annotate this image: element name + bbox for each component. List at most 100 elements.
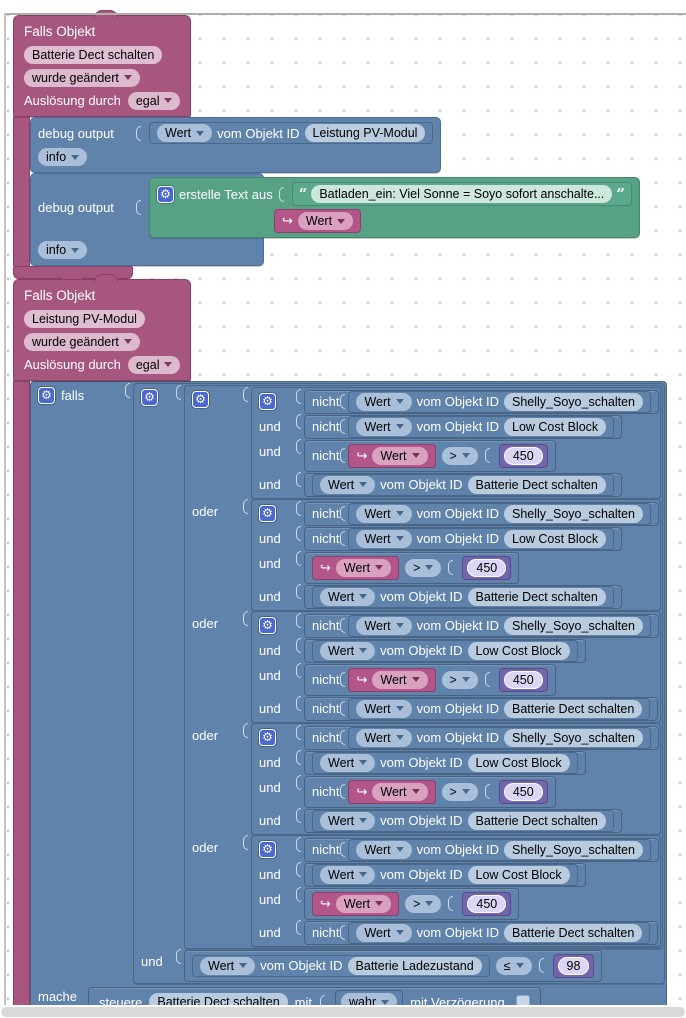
change-type-dropdown[interactable]: wurde geändert xyxy=(24,332,140,351)
object-id-field[interactable]: Low Cost Block xyxy=(467,753,570,772)
gear-icon[interactable]: ⚙ xyxy=(192,391,209,408)
object-id-field[interactable]: Batterie Dect schalten xyxy=(504,699,643,718)
horizontal-scrollbar[interactable] xyxy=(0,1005,686,1018)
gear-icon[interactable]: ⚙ xyxy=(259,617,276,634)
trigger-block-leistung[interactable]: Falls Objekt Leistung PV-Modul wurde geä… xyxy=(13,274,667,1018)
debug-output-block-2[interactable]: debug output ⚙ erstelle Text aus xyxy=(30,173,641,266)
condition-block[interactable]: nicht Wert vom Objekt ID Low Cost Block xyxy=(304,414,623,439)
object-value-block[interactable]: Wert vom Objekt ID Batterie Dect schalten xyxy=(312,473,614,496)
object-value-block[interactable]: Wert vom Objekt ID Low Cost Block xyxy=(312,863,578,886)
object-value-block[interactable]: Wert vom Objekt ID Shelly_Soyo_schalten xyxy=(348,726,651,749)
compare-block[interactable]: ↪ Wert >450 xyxy=(348,667,548,692)
condition-block[interactable]: nicht ↪ Wert >450 xyxy=(304,439,556,472)
operator-dropdown[interactable]: > xyxy=(441,670,478,689)
condition-block[interactable]: Wert vom Objekt ID Low Cost Block xyxy=(304,750,586,775)
bound-value-block[interactable]: ↪ Wert xyxy=(274,209,362,233)
number-block[interactable]: 450 xyxy=(498,779,548,804)
value-type-dropdown[interactable]: Wert xyxy=(356,840,412,859)
value-type-dropdown[interactable]: Wert xyxy=(372,446,428,465)
value-type-dropdown[interactable]: Wert xyxy=(320,475,376,494)
debug-output-block-1[interactable]: debug output Wert vom Objekt ID Leistung… xyxy=(30,117,442,173)
condition-block[interactable]: Wert vom Objekt ID Batterie Dect schalten xyxy=(304,472,622,497)
object-id-field[interactable]: Shelly_Soyo_schalten xyxy=(504,616,643,635)
gear-icon[interactable]: ⚙ xyxy=(38,387,55,404)
number-block[interactable]: 450 xyxy=(498,443,548,468)
object-id-field[interactable]: Leistung PV-Modul xyxy=(304,124,426,142)
object-id-field[interactable]: Low Cost Block xyxy=(467,641,570,660)
compare-block[interactable]: ↪ Wert >450 xyxy=(348,779,548,804)
value-type-dropdown[interactable]: Wert xyxy=(356,728,412,747)
object-id-field[interactable]: Shelly_Soyo_schalten xyxy=(504,392,643,411)
value-type-dropdown[interactable]: Wert xyxy=(356,923,412,942)
trigger-block-batterie[interactable]: Falls Objekt Batterie Dect schalten wurd… xyxy=(13,10,641,285)
number-block[interactable]: 450 xyxy=(462,555,512,580)
condition-block[interactable]: nicht Wert vom Objekt ID Shelly_Soyo_schalt… xyxy=(304,837,659,862)
object-value-block[interactable]: Wert vom Objekt ID Shelly_Soyo_schalten xyxy=(348,838,651,861)
number-field[interactable]: 450 xyxy=(467,558,507,577)
and-group-block[interactable]: ⚙ nicht Wert vom Objekt ID Shelly_Soyo_schal… xyxy=(251,499,661,611)
object-id-field[interactable]: Low Cost Block xyxy=(504,529,607,548)
trigger-by-dropdown[interactable]: egal xyxy=(127,355,181,374)
number-field[interactable]: 450 xyxy=(503,670,543,689)
condition-block[interactable]: nicht Wert vom Objekt ID Shelly_Soyo_schalt… xyxy=(304,389,659,414)
value-type-dropdown[interactable]: Wert xyxy=(372,782,428,801)
object-value-block[interactable]: Wert vom Objekt ID Low Cost Block xyxy=(348,415,615,438)
change-type-dropdown[interactable]: wurde geändert xyxy=(24,68,140,87)
compare-block[interactable]: ↪ Wert >450 xyxy=(312,891,512,916)
bound-value-block[interactable]: ↪ Wert xyxy=(348,667,436,692)
condition-block[interactable]: nicht ↪ Wert >450 xyxy=(304,775,556,808)
object-value-block[interactable]: Wert vom Objekt ID Leistung PV-Modul xyxy=(149,122,434,144)
and-group-block[interactable]: ⚙ nicht Wert vom Objekt ID Shelly_Soyo_schal… xyxy=(251,387,661,499)
value-type-dropdown[interactable]: Wert xyxy=(320,753,376,772)
and-group-block[interactable]: ⚙ nicht Wert vom Objekt ID Shelly_Soyo_schal… xyxy=(251,723,661,835)
operator-dropdown[interactable]: > xyxy=(441,446,478,465)
number-block[interactable]: 450 xyxy=(498,667,548,692)
condition-block[interactable]: nicht Wert vom Objekt ID Shelly_Soyo_schalt… xyxy=(304,725,659,750)
value-type-dropdown[interactable]: Wert xyxy=(200,956,256,975)
object-value-block[interactable]: Wert vom Objekt ID Batterie Dect schalten xyxy=(348,921,651,944)
bound-value-block[interactable]: ↪ Wert xyxy=(348,443,436,468)
object-id-field[interactable]: Batterie Dect schalten xyxy=(24,45,163,64)
value-type-dropdown[interactable]: Wert xyxy=(356,392,412,411)
gear-icon[interactable]: ⚙ xyxy=(259,393,276,410)
bound-value-block[interactable]: ↪ Wert xyxy=(312,555,400,580)
trigger-header[interactable]: Falls Objekt Batterie Dect schalten wurd… xyxy=(13,10,192,117)
object-value-block[interactable]: Wert vom Objekt ID Batterie Dect schalten xyxy=(312,585,614,608)
object-value-block[interactable]: Wert vom Objekt ID Shelly_Soyo_schalten xyxy=(348,390,651,413)
object-id-field[interactable]: Shelly_Soyo_schalten xyxy=(504,840,643,859)
number-block[interactable]: 450 xyxy=(462,891,512,916)
condition-block[interactable]: ↪ Wert >450 xyxy=(304,551,520,584)
value-type-dropdown[interactable]: Wert xyxy=(335,558,392,577)
condition-block[interactable]: Wert vom Objekt ID Batterie Dect schalten xyxy=(304,584,622,609)
value-type-dropdown[interactable]: Wert xyxy=(157,124,213,142)
condition-block[interactable]: nicht Wert vom Objekt ID Batterie Dect scha… xyxy=(304,696,659,721)
value-type-dropdown[interactable]: Wert xyxy=(320,587,376,606)
object-id-field[interactable]: Batterie Dect schalten xyxy=(504,923,643,942)
object-value-block[interactable]: Wert vom Objekt ID Shelly_Soyo_schalten xyxy=(348,502,651,525)
condition-block[interactable]: nicht Wert vom Objekt ID Low Cost Block xyxy=(304,526,623,551)
object-id-field[interactable]: Batterie Ladezustand xyxy=(347,956,482,975)
value-type-dropdown[interactable]: Wert xyxy=(335,894,392,913)
workspace-canvas[interactable]: Falls Objekt Batterie Dect schalten wurd… xyxy=(6,10,686,1018)
object-value-block[interactable]: Wert vom Objekt ID Batterie Dect schalten xyxy=(312,809,614,832)
operator-dropdown[interactable]: > xyxy=(405,558,442,577)
create-text-block[interactable]: ⚙ erstelle Text aus “ Batladen_ein: Viel… xyxy=(149,177,641,238)
number-field[interactable]: 450 xyxy=(503,446,543,465)
falls-block[interactable]: ⚙ falls ⚙ ⚙ ⚙ nicht Wert vom Objekt ID Shelly_So… xyxy=(30,381,667,1018)
value-type-dropdown[interactable]: Wert xyxy=(356,417,412,436)
compare-block[interactable]: ↪ Wert >450 xyxy=(312,555,512,580)
object-id-field[interactable]: Leistung PV-Modul xyxy=(24,309,145,328)
gear-icon[interactable]: ⚙ xyxy=(259,729,276,746)
value-type-dropdown[interactable]: Wert xyxy=(297,212,354,230)
value-type-dropdown[interactable]: Wert xyxy=(356,616,412,635)
object-value-block[interactable]: Wert vom Objekt ID Low Cost Block xyxy=(312,639,578,662)
gear-icon[interactable]: ⚙ xyxy=(157,185,174,203)
trigger-by-dropdown[interactable]: egal xyxy=(127,91,181,110)
object-value-block[interactable]: Wert vom Objekt ID Batterie Dect schalten xyxy=(348,697,651,720)
value-type-dropdown[interactable]: Wert xyxy=(356,504,412,523)
condition-block[interactable]: Wert vom Objekt ID Batterie Dect schalten xyxy=(304,808,622,833)
condition-block[interactable]: nicht Wert vom Objekt ID Shelly_Soyo_schalt… xyxy=(304,501,659,526)
number-field[interactable]: 98 xyxy=(557,956,590,975)
value-type-dropdown[interactable]: Wert xyxy=(356,529,412,548)
